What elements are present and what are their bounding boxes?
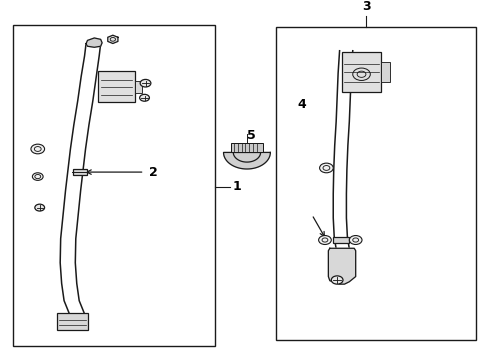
Circle shape (31, 144, 44, 154)
Bar (332, 237, 348, 243)
Bar (13, 25, 215, 346)
Polygon shape (107, 35, 118, 44)
Bar (73, 169, 87, 175)
Circle shape (35, 204, 44, 211)
Polygon shape (86, 38, 102, 47)
Text: 3: 3 (361, 0, 370, 13)
Text: 5: 5 (247, 129, 256, 142)
Circle shape (32, 173, 43, 180)
Circle shape (319, 163, 332, 173)
Bar (276, 27, 475, 340)
Circle shape (140, 94, 149, 101)
Polygon shape (328, 248, 355, 284)
Circle shape (348, 235, 361, 244)
Bar (57, 313, 88, 330)
Bar (341, 53, 380, 92)
Bar (231, 143, 262, 152)
Circle shape (318, 235, 330, 244)
Text: 4: 4 (297, 98, 306, 111)
Bar (98, 71, 135, 103)
Polygon shape (223, 152, 270, 169)
Text: 1: 1 (232, 180, 241, 193)
Circle shape (330, 276, 342, 284)
Bar (380, 62, 389, 82)
Bar (135, 81, 142, 93)
Circle shape (140, 80, 151, 87)
Text: 2: 2 (149, 166, 158, 179)
